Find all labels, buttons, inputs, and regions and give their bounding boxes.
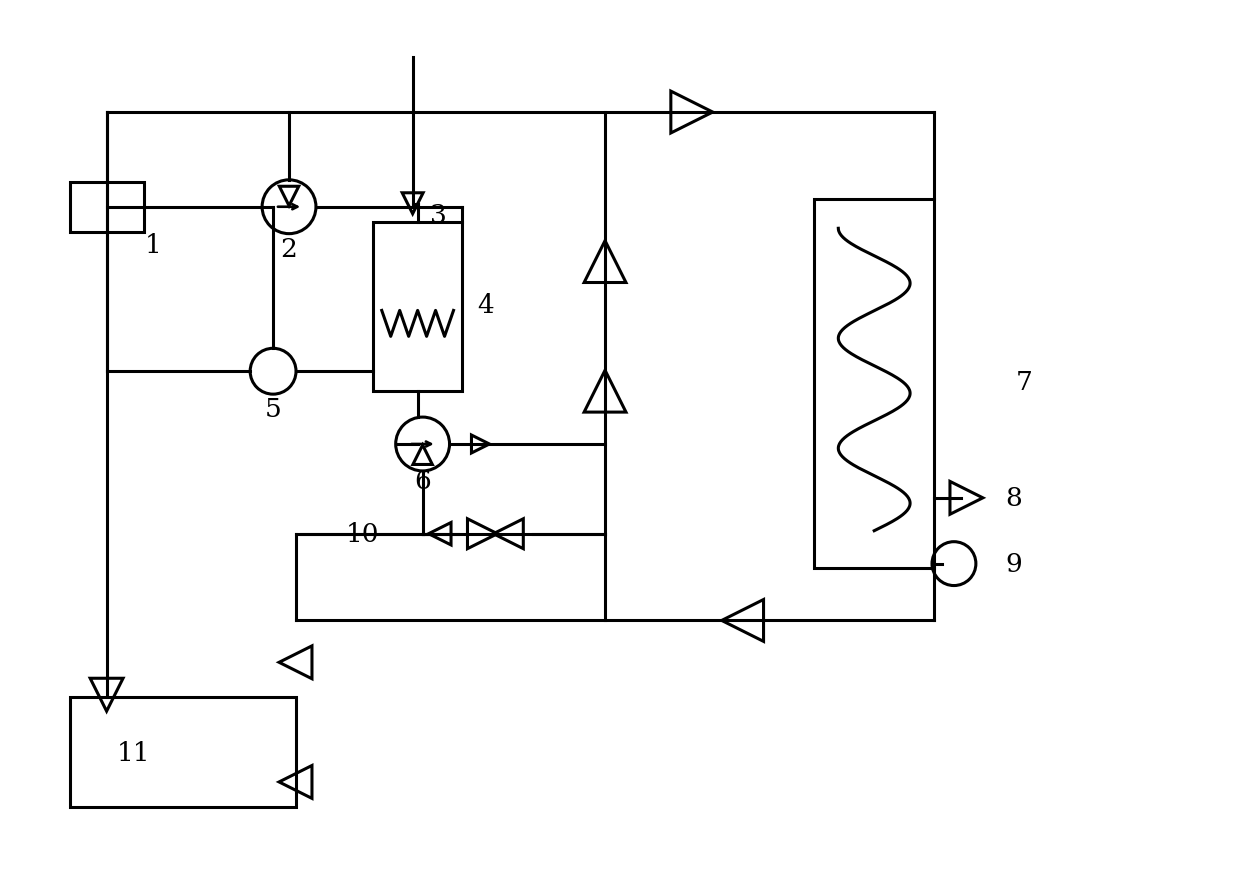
Text: 5: 5 bbox=[264, 396, 281, 421]
Text: 9: 9 bbox=[1006, 551, 1022, 577]
Text: 10: 10 bbox=[346, 522, 379, 547]
Bar bbox=[373, 222, 463, 392]
Text: 11: 11 bbox=[117, 740, 150, 765]
Bar bbox=[69, 697, 296, 807]
Bar bbox=[69, 183, 145, 232]
Text: 6: 6 bbox=[414, 469, 432, 494]
Bar bbox=[815, 199, 934, 568]
Text: 2: 2 bbox=[280, 237, 298, 262]
Text: 8: 8 bbox=[1006, 486, 1022, 510]
Text: 3: 3 bbox=[430, 203, 446, 228]
Text: 1: 1 bbox=[145, 233, 162, 258]
Text: 7: 7 bbox=[1016, 369, 1032, 394]
Text: 4: 4 bbox=[477, 292, 494, 317]
